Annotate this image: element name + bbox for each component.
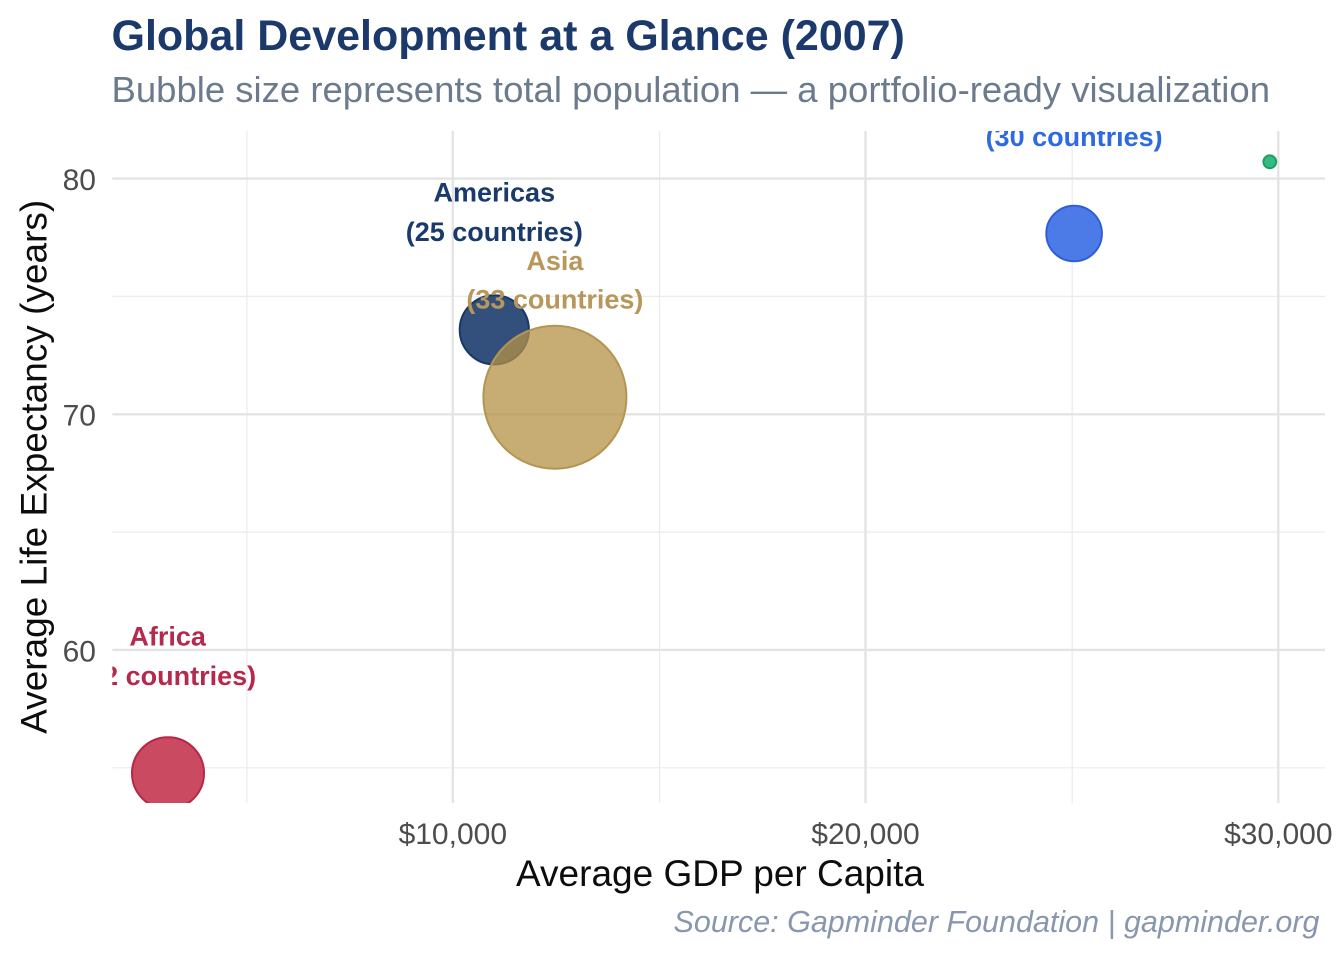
svg-text:(30 countries): (30 countries) <box>986 122 1163 152</box>
svg-text:70: 70 <box>63 400 96 433</box>
svg-text:Source: Gapminder Foundation |: Source: Gapminder Foundation | gapminder… <box>674 905 1320 939</box>
svg-text:(33 countries): (33 countries) <box>466 285 643 315</box>
svg-text:$10,000: $10,000 <box>399 818 507 851</box>
svg-text:Average GDP per Capita: Average GDP per Capita <box>516 853 924 894</box>
svg-text:Africa: Africa <box>129 621 207 651</box>
svg-text:(25 countries): (25 countries) <box>406 217 583 247</box>
svg-text:Global Development at a Glance: Global Development at a Glance (2007) <box>112 12 905 60</box>
svg-text:Americas: Americas <box>434 177 556 207</box>
svg-text:Asia: Asia <box>526 246 584 276</box>
svg-text:80: 80 <box>63 164 96 197</box>
svg-text:$20,000: $20,000 <box>811 818 919 851</box>
svg-text:(52 countries): (52 countries) <box>79 661 256 691</box>
svg-text:$30,000: $30,000 <box>1224 818 1332 851</box>
svg-text:Bubble size represents total p: Bubble size represents total population … <box>112 69 1271 110</box>
svg-text:60: 60 <box>63 635 96 668</box>
svg-text:Average Life Expectancy (years: Average Life Expectancy (years) <box>14 200 55 734</box>
